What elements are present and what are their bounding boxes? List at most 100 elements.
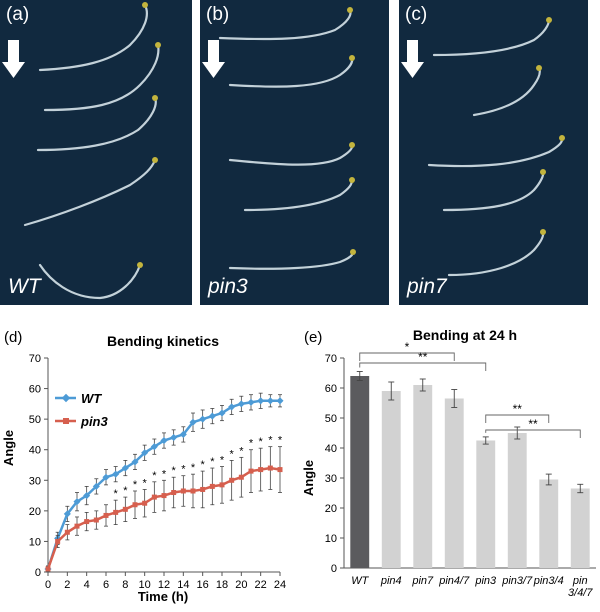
series-point-pin3 xyxy=(161,493,167,499)
series-point-WT xyxy=(247,398,255,406)
bar xyxy=(507,433,527,568)
bending-kinetics-chart: (d) Bending kinetics Time (h) Angle 0 10 2… xyxy=(0,318,300,607)
chart-e-ylabel: Angle xyxy=(301,460,316,496)
panel-b-label: (b) xyxy=(206,4,230,25)
category-label: pin xyxy=(572,575,588,587)
category-label: WT xyxy=(351,575,369,587)
y-tick-label: 30 xyxy=(325,473,337,485)
series-point-pin3 xyxy=(113,509,119,515)
panel-c-genotype: pin7 xyxy=(407,275,447,298)
y-tick-label: 40 xyxy=(29,445,41,457)
legend-label-pin3: pin3 xyxy=(80,414,108,429)
y-tick-label: 60 xyxy=(325,383,337,395)
series-point-pin3 xyxy=(122,506,128,512)
panel-e-label: (e) xyxy=(304,329,322,346)
x-tick-label: 16 xyxy=(197,579,209,591)
significance-star: * xyxy=(268,435,273,447)
bar xyxy=(413,385,433,568)
significance-star: * xyxy=(230,448,235,460)
pin7-roots-image xyxy=(401,17,565,277)
series-point-WT xyxy=(160,437,168,445)
significance-star: * xyxy=(152,470,157,482)
y-tick-label: 40 xyxy=(325,443,337,455)
significance-star: * xyxy=(123,485,128,497)
x-tick-label: 4 xyxy=(84,579,90,591)
y-tick-label: 20 xyxy=(325,503,337,515)
significance-bracket xyxy=(485,414,550,423)
significance-star: * xyxy=(181,464,186,476)
significance-star: * xyxy=(259,436,264,448)
category-label: pin3/4 xyxy=(533,575,564,587)
category-label: pin3 xyxy=(474,575,497,587)
category-label: 3/4/7 xyxy=(568,587,593,599)
x-tick-label: 0 xyxy=(45,579,51,591)
series-point-pin3 xyxy=(258,467,264,473)
x-tick-label: 12 xyxy=(158,579,170,591)
y-tick-label: 10 xyxy=(325,533,337,545)
y-tick-label: 30 xyxy=(29,475,41,487)
series-point-pin3 xyxy=(103,512,109,518)
significance-star: * xyxy=(162,468,167,480)
significance-star: * xyxy=(239,445,244,457)
series-point-pin3 xyxy=(219,482,225,488)
series-point-WT xyxy=(228,403,236,411)
x-tick-label: 22 xyxy=(255,579,267,591)
series-point-WT xyxy=(131,458,139,466)
bar xyxy=(444,398,464,568)
series-point-pin3 xyxy=(84,519,90,525)
significance-bracket xyxy=(359,362,487,371)
series-point-WT xyxy=(179,430,187,438)
chart-d-title: Bending kinetics xyxy=(107,333,219,349)
significance-star: * xyxy=(220,455,225,467)
panel-a-genotype: WT xyxy=(8,275,41,298)
panel-d-label: (d) xyxy=(4,329,22,346)
series-point-WT xyxy=(257,397,265,405)
x-tick-label: 24 xyxy=(274,579,286,591)
series-point-WT xyxy=(237,400,245,408)
x-tick-label: 14 xyxy=(177,579,189,591)
series-point-WT xyxy=(208,412,216,420)
pin3-roots-image xyxy=(202,7,356,270)
bending-24h-chart: (e) Bending at 24 h Angle 0 10 20 30 40 50 60 7… xyxy=(300,318,600,607)
series-point-pin3 xyxy=(171,490,177,496)
photo-panel-wt: (a) WT xyxy=(0,0,192,305)
significance-bracket xyxy=(485,429,581,438)
series-point-pin3 xyxy=(74,523,80,529)
series-point-pin3 xyxy=(180,488,186,494)
y-tick-label: 60 xyxy=(29,384,41,396)
panel-c-label: (c) xyxy=(405,4,428,25)
y-tick-label: 70 xyxy=(325,353,337,365)
panel-a-label: (a) xyxy=(6,4,30,25)
series-point-WT xyxy=(276,397,284,405)
significance-label: * xyxy=(405,340,410,354)
bending-kinetics-svg: (d) Bending kinetics Time (h) Angle 0 10 2… xyxy=(1,329,286,604)
y-tick-label: 10 xyxy=(29,536,41,548)
series-point-WT xyxy=(170,433,178,442)
significance-star: * xyxy=(278,435,283,447)
category-label: pin4/7 xyxy=(438,575,470,587)
y-tick-label: 20 xyxy=(29,506,41,518)
significance-bracket xyxy=(359,352,455,361)
series-point-pin3 xyxy=(267,465,273,471)
gravity-arrow-icon xyxy=(202,40,225,78)
significance-label: ** xyxy=(418,350,428,364)
series-point-pin3 xyxy=(277,467,283,473)
category-label: pin7 xyxy=(411,575,434,587)
significance-star: * xyxy=(172,465,177,477)
legend-label-WT: WT xyxy=(81,391,102,406)
chart-e-title: Bending at 24 h xyxy=(413,327,517,343)
significance-star: * xyxy=(133,479,138,491)
x-tick-label: 2 xyxy=(64,579,70,591)
series-point-WT xyxy=(102,473,110,481)
series-point-WT xyxy=(199,415,207,423)
series-point-pin3 xyxy=(55,538,61,544)
chart-d-xlabel: Time (h) xyxy=(138,589,188,604)
significance-star: * xyxy=(143,477,148,489)
significance-star: * xyxy=(249,438,254,450)
wt-roots-image xyxy=(2,2,161,300)
series-point-pin3 xyxy=(151,494,157,500)
significance-star: * xyxy=(191,462,196,474)
bar xyxy=(570,488,590,568)
bar xyxy=(476,440,496,568)
x-tick-label: 8 xyxy=(122,579,128,591)
